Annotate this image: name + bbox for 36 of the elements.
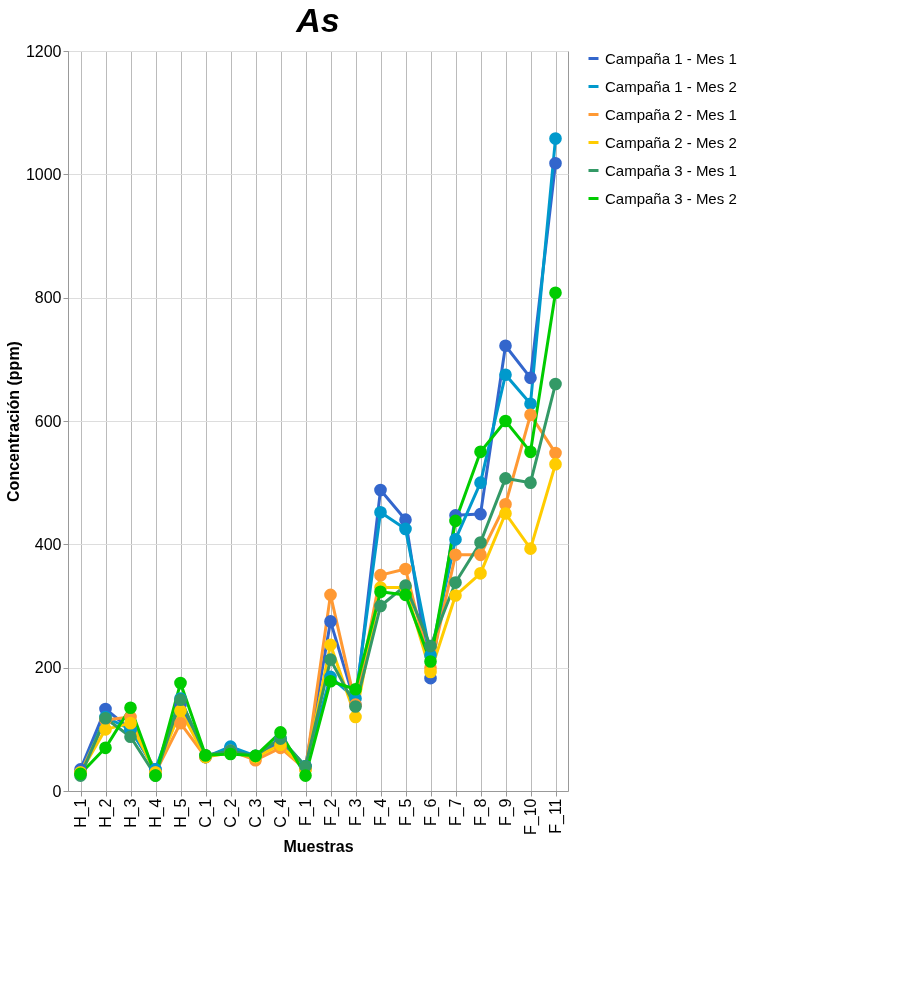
y-tick-label: 400 — [34, 535, 62, 553]
x-tick-label: F_3 — [347, 798, 365, 827]
legend-label: Campaña 1 - Mes 2 — [605, 77, 737, 95]
x-tick-label: F_1 — [297, 798, 315, 827]
x-tick-label: H_5 — [172, 798, 190, 828]
chart-title: As — [295, 1, 340, 39]
x-tick-label: H_4 — [147, 798, 165, 828]
x-tick-label: F_5 — [397, 798, 415, 827]
legend-label: Campaña 1 - Mes 1 — [605, 49, 737, 67]
y-axis-title: Concentración (ppm) — [4, 341, 22, 502]
x-tick-label: F_10 — [522, 798, 540, 835]
x-tick-label: C_1 — [197, 798, 215, 828]
y-tick-label: 0 — [52, 782, 62, 800]
x-tick-label: H_2 — [97, 798, 115, 828]
x-tick-label: F_7 — [447, 798, 465, 827]
x-tick-label: H_3 — [122, 798, 140, 828]
x-tick-label: F_11 — [547, 798, 565, 834]
legend-label: Campaña 2 - Mes 1 — [605, 105, 737, 123]
x-tick-label: C_3 — [247, 798, 265, 828]
x-tick-label: H_1 — [72, 798, 90, 828]
y-tick-label: 800 — [34, 289, 62, 307]
x-axis-title: Muestras — [283, 837, 354, 855]
x-tick-label: C_4 — [272, 798, 290, 828]
x-tick-label: F_4 — [372, 798, 390, 827]
y-tick-label: 200 — [34, 659, 62, 677]
x-tick-label: F_6 — [422, 798, 440, 827]
x-tick-label: F_9 — [497, 798, 515, 827]
x-tick-label: F_8 — [472, 798, 490, 827]
y-tick-label: 1000 — [25, 165, 62, 183]
x-tick-label: F_2 — [322, 798, 340, 827]
y-tick-label: 600 — [34, 412, 62, 430]
legend-label: Campaña 2 - Mes 2 — [605, 133, 737, 151]
legend-label: Campaña 3 - Mes 2 — [605, 189, 737, 207]
x-tick-label: C_2 — [222, 798, 240, 828]
legend-label: Campaña 3 - Mes 1 — [605, 161, 737, 179]
y-tick-label: 1200 — [25, 42, 62, 60]
